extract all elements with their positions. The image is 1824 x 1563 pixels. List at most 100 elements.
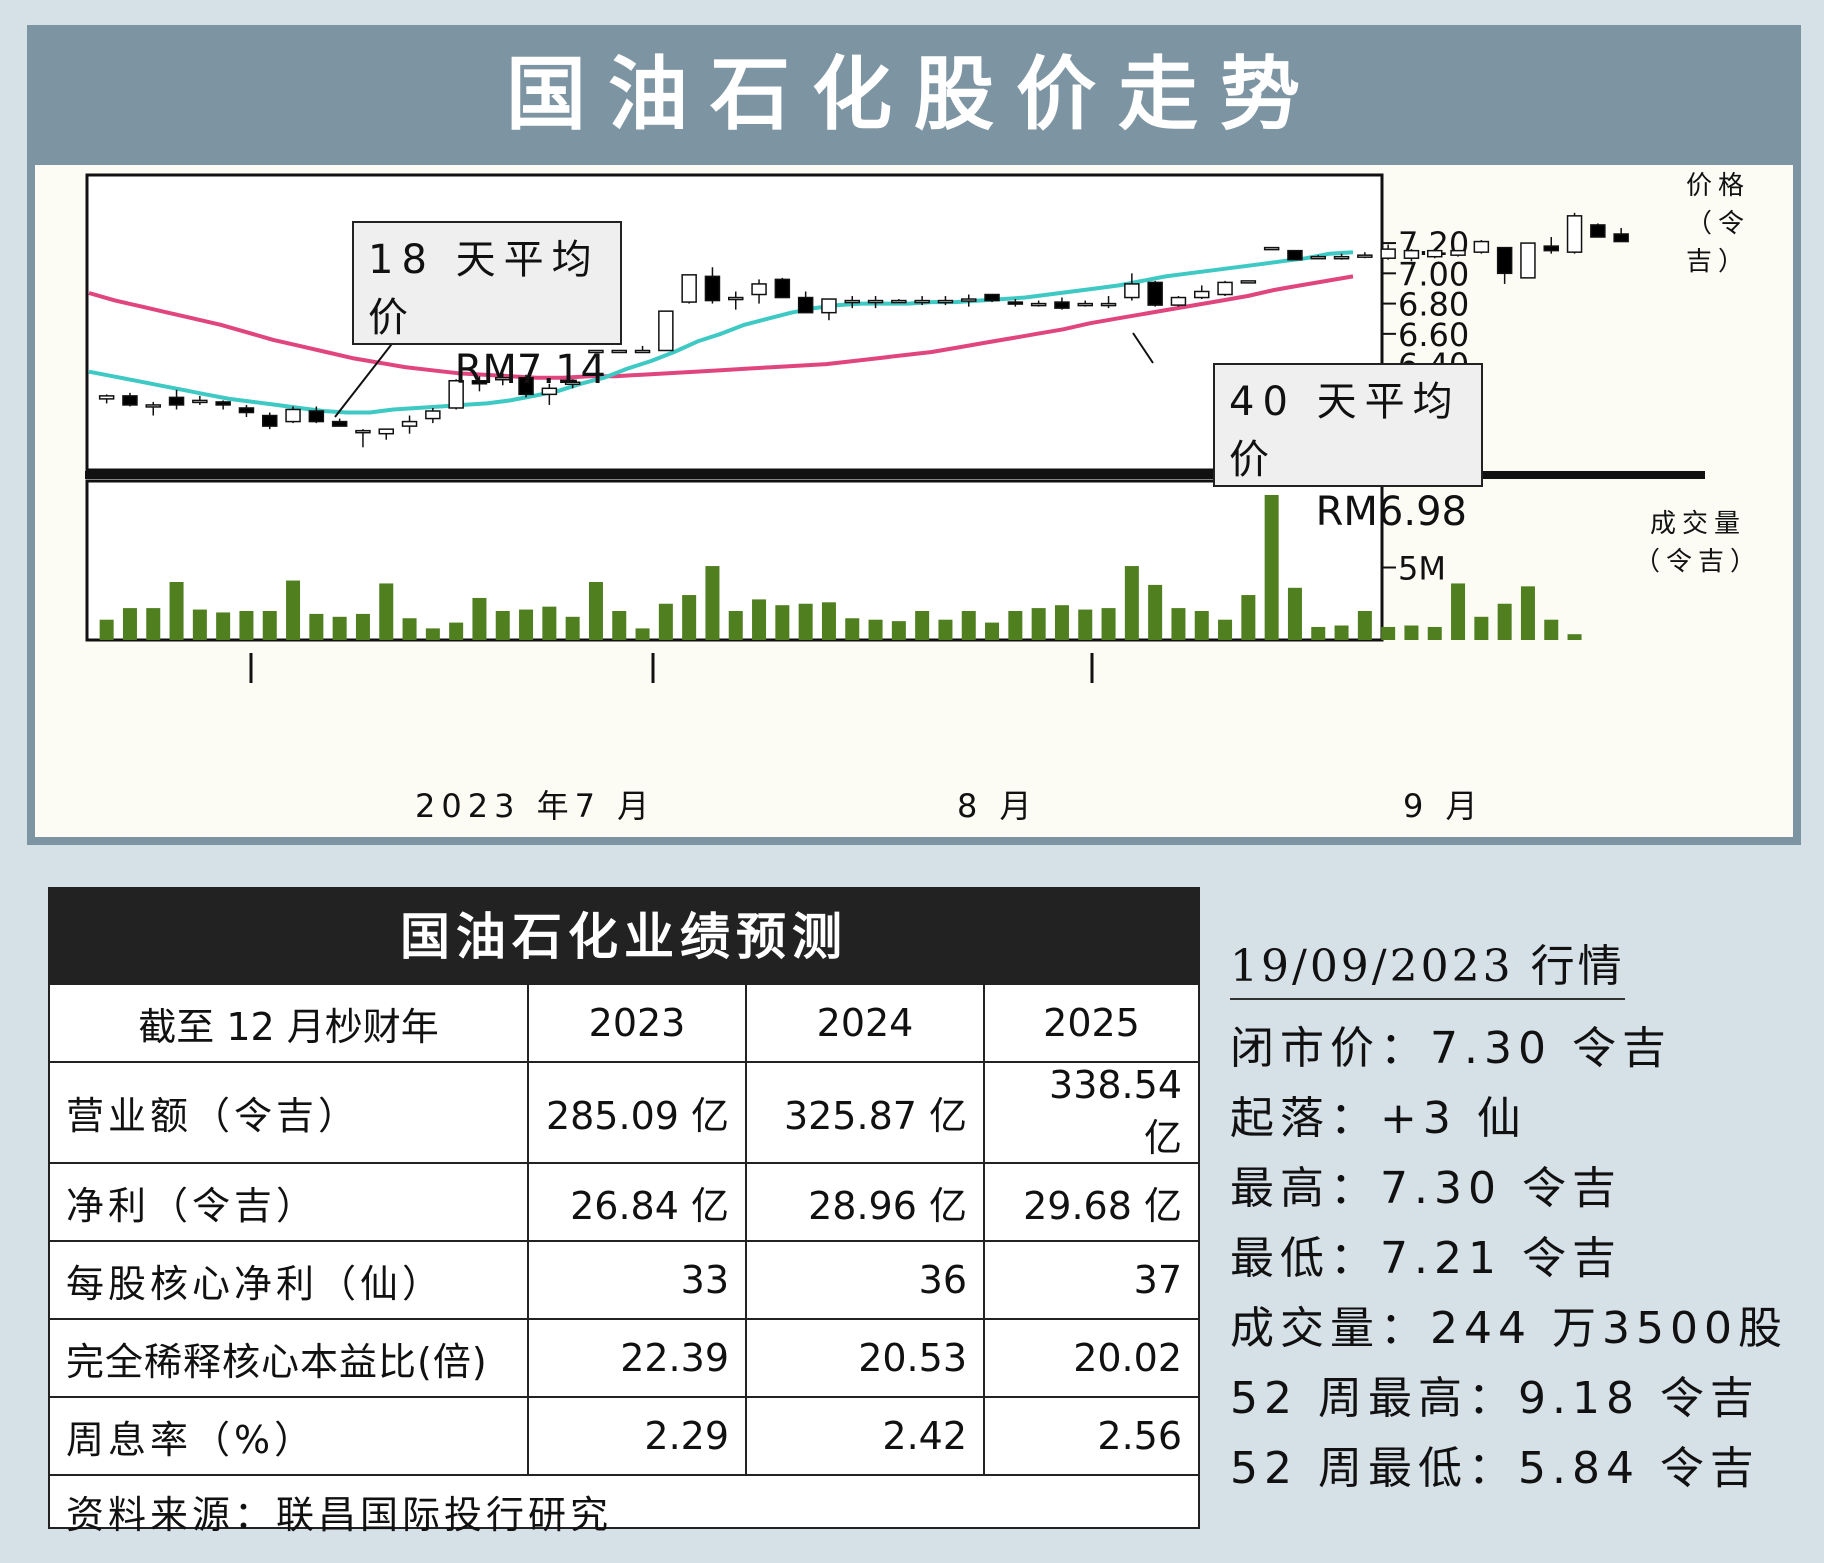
volume-bar — [1427, 626, 1442, 640]
candle-body — [355, 429, 371, 434]
volume-bar — [355, 613, 370, 640]
market-date: 19/09/2023 行情 — [1230, 930, 1625, 1000]
source-note: 资料来源：联昌国际投行研究 — [66, 1493, 613, 1537]
price-volume-chart: 7.207.006.806.606.406.206.005.805M — [85, 173, 1705, 683]
header-cell: 2024 — [745, 985, 985, 1063]
ma18-value: RM7.14 — [454, 347, 606, 393]
table-row: 完全稀释核心本益比(倍) 22.39 20.53 20.02 — [50, 1318, 1198, 1398]
candle-body — [1100, 302, 1117, 307]
volume-bar — [705, 566, 720, 640]
table-row: 营业额（令吉） 285.09 亿 325.87 亿 338.54 亿 — [50, 1061, 1198, 1164]
candle-body — [588, 349, 604, 354]
volume-bar — [845, 618, 860, 640]
candle-body — [1566, 215, 1583, 253]
volume-bar — [1334, 625, 1349, 640]
volume-bar — [495, 611, 510, 640]
price-axis-label: 价格 （令吉） — [1663, 167, 1773, 281]
candle-body — [192, 399, 208, 404]
volume-bar — [658, 603, 673, 640]
volume-bar — [122, 608, 137, 640]
table-row: 净利（令吉） 26.84 亿 28.96 亿 29.68 亿 — [50, 1162, 1198, 1242]
header-cell: 2023 — [527, 985, 747, 1063]
volume-bar — [1148, 584, 1163, 640]
volume-bar — [1404, 625, 1419, 640]
candle-body — [495, 376, 511, 381]
volume-bar — [985, 622, 1000, 640]
week52-low: 52 周最低：5.84 令吉 — [1230, 1443, 1760, 1494]
volume-bar — [542, 606, 557, 640]
candle-body — [1007, 301, 1024, 305]
ma18-line — [88, 250, 1354, 415]
candle-body — [98, 395, 115, 400]
table-row: 周息率（%） 2.29 2.42 2.56 — [50, 1396, 1198, 1476]
volume-traded: 成交量：244 万3500股 — [1230, 1303, 1788, 1354]
volume-bar — [216, 612, 231, 640]
panel-divider — [85, 471, 1705, 479]
volume-bar — [1101, 608, 1116, 640]
table-cell: 2.56 — [983, 1396, 1198, 1476]
volume-bar — [239, 611, 254, 640]
volume-bar — [775, 605, 790, 640]
volume-bar — [169, 582, 184, 640]
earnings-forecast: 国油石化业绩预测 截至 12 月杪财年 2023 2024 2025 营业额（令… — [48, 887, 1200, 1537]
candle-body — [1496, 246, 1513, 275]
candle-body — [961, 298, 977, 302]
month-label-jul: 2023 年7 月 — [415, 787, 656, 825]
table-cell: 20.02 — [983, 1318, 1198, 1398]
candle-body — [1333, 255, 1350, 260]
table-cell: 2.29 — [527, 1396, 747, 1476]
volume-bar — [1031, 608, 1046, 640]
candle-body — [1310, 255, 1326, 260]
candle-body — [1030, 302, 1047, 307]
candle-body — [1147, 281, 1163, 306]
volume-bar — [286, 580, 301, 640]
table-cell: 2.42 — [745, 1396, 985, 1476]
forecast-title: 国油石化业绩预测 — [50, 889, 1198, 985]
volume-bar — [1218, 619, 1233, 640]
price-tick-label: 6.60 — [1398, 316, 1469, 354]
candle-body — [704, 275, 721, 302]
candle-body — [774, 278, 791, 299]
candle-body — [1217, 281, 1233, 296]
candle-body — [308, 410, 325, 423]
ma18-label-box: 18 天平均价 RM7.14 — [352, 221, 622, 393]
candle-body — [238, 407, 255, 414]
day-high: 最高：7.30 令吉 — [1230, 1163, 1622, 1214]
row-label: 每股核心净利（仙） — [50, 1240, 529, 1320]
ma40-label-box: 40 天平均价 RM6.98 — [1213, 363, 1483, 535]
volume-bar — [146, 608, 161, 640]
row-label: 周息率（%） — [50, 1396, 529, 1476]
candle-body — [1613, 233, 1629, 243]
row-label: 净利（令吉） — [50, 1162, 529, 1242]
month-label-aug: 8 月 — [957, 787, 1038, 825]
row-label: 完全稀释核心本益比(倍) — [50, 1318, 529, 1398]
table-cell: 26.84 亿 — [527, 1162, 747, 1242]
candle-body — [1590, 224, 1606, 238]
price-tick-label: 6.80 — [1398, 286, 1469, 324]
day-low: 最低：7.21 令吉 — [1230, 1233, 1622, 1284]
candle-body — [611, 349, 627, 354]
candle-body — [937, 299, 954, 304]
table-cell: 22.39 — [527, 1318, 747, 1398]
volume-axis-label: 成交量 （令吉） — [1623, 505, 1773, 581]
volume-bar — [192, 609, 207, 640]
volume-bar — [1194, 611, 1209, 640]
volume-bar — [612, 611, 627, 640]
volume-bar — [961, 611, 976, 640]
volume-bar — [472, 597, 487, 640]
candle-body — [797, 296, 814, 314]
candle-body — [1520, 242, 1536, 279]
candle-body — [1357, 254, 1373, 258]
volume-bar — [379, 583, 394, 640]
table-cell: 37 — [983, 1240, 1198, 1320]
candle-body — [378, 428, 394, 435]
volume-bar — [449, 622, 464, 640]
candle-body — [914, 299, 930, 304]
candle-body — [891, 299, 907, 304]
candle-body — [1240, 280, 1257, 284]
volume-bar — [1520, 586, 1535, 640]
price-tick-label: 7.00 — [1398, 255, 1469, 293]
volume-bar — [1544, 619, 1559, 640]
candle-body — [1473, 240, 1490, 253]
